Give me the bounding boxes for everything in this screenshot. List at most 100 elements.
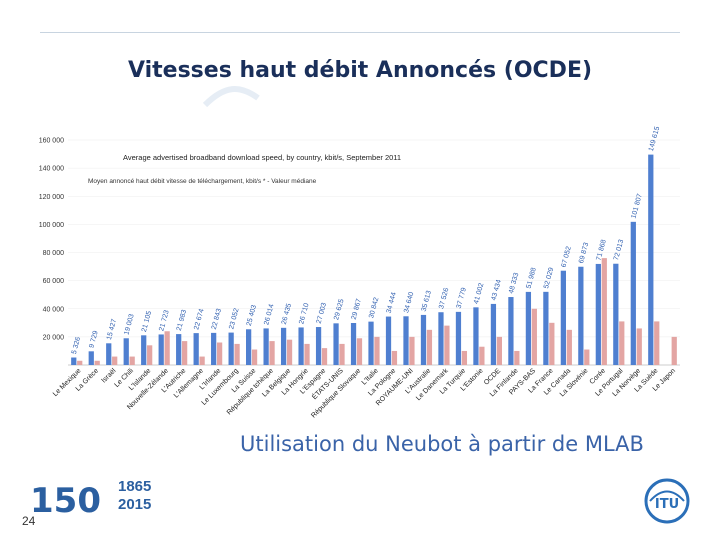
slide-title: Vitesses haut débit Annoncés (OCDE) <box>127 58 593 83</box>
slide-caption: Utilisation du Neubot à partir de MLAB <box>240 432 644 456</box>
bar-mean <box>176 334 182 365</box>
bar-data-label: 29 625 <box>333 298 345 321</box>
bar-data-label: 22 843 <box>211 308 223 331</box>
bar-mean <box>473 307 479 365</box>
y-tick-label: 60 000 <box>43 278 65 285</box>
bar-median <box>269 341 275 365</box>
bar-mean <box>455 311 462 365</box>
bar-mean <box>648 154 654 365</box>
bar-median <box>514 350 520 365</box>
bar-data-label: 72 013 <box>613 239 625 262</box>
bar-median <box>234 343 240 365</box>
bar-data-label: 34 640 <box>403 291 415 314</box>
bar-data-label: 26 435 <box>281 303 293 326</box>
bar-mean <box>88 351 94 365</box>
chart-legend: Moyen annoncé haut débit vitesse de télé… <box>88 178 317 185</box>
bar-mean <box>141 335 147 365</box>
bar-median <box>339 343 345 365</box>
bar-median <box>147 345 153 365</box>
bar-mean <box>403 316 409 365</box>
bar-data-label: 35 613 <box>421 290 433 313</box>
bar-data-label: 41 002 <box>473 282 485 305</box>
bar-median <box>374 336 380 365</box>
bar-median <box>164 331 170 365</box>
bar-mean <box>420 314 427 365</box>
bar-mean <box>123 338 129 365</box>
bar-mean <box>438 312 444 365</box>
bar-mean <box>71 357 77 365</box>
bar-data-label: 29 867 <box>351 298 363 321</box>
anniversary-year-start: 1865 <box>118 478 152 495</box>
bar-median <box>286 339 293 365</box>
y-tick-label: 160 000 <box>39 138 64 145</box>
bar-data-label: 52 029 <box>543 267 555 290</box>
bar-data-label: 37 779 <box>456 287 468 310</box>
bar-data-label: 19 003 <box>123 313 135 336</box>
y-tick-label: 100 000 <box>39 222 64 229</box>
bar-median <box>584 349 590 365</box>
bar-mean <box>263 328 269 365</box>
chart-gridlines <box>68 139 680 338</box>
bar-median <box>654 321 660 365</box>
top-rule <box>40 32 680 33</box>
bar-data-label: 101 807 <box>630 193 643 219</box>
bar-mean <box>368 321 374 365</box>
bar-mean <box>315 327 322 365</box>
slide-watermark-swoosh <box>202 86 260 108</box>
bar-data-label: 26 014 <box>263 303 275 326</box>
bar-data-label: 48 333 <box>508 272 520 295</box>
bar-mean <box>595 263 601 365</box>
bar-data-label: 43 434 <box>491 279 503 302</box>
bar-mean <box>298 327 304 365</box>
bar-data-label: 37 526 <box>438 287 450 310</box>
bar-median <box>216 342 223 365</box>
chart-title: Average advertised broadband download sp… <box>123 153 401 162</box>
bar-data-label: 21 983 <box>176 309 188 332</box>
bar-mean <box>228 332 234 365</box>
bar-mean <box>543 291 549 365</box>
bar-median <box>94 360 100 365</box>
bar-data-label: 30 842 <box>368 297 380 320</box>
bar-median <box>619 321 625 365</box>
y-tick-label: 140 000 <box>39 166 64 173</box>
bar-mean <box>613 263 619 365</box>
bar-median <box>321 348 328 365</box>
bar-mean <box>490 303 497 365</box>
bar-median <box>636 328 642 365</box>
bar-median <box>409 336 415 365</box>
bar-median <box>391 350 398 365</box>
bar-median <box>549 322 555 365</box>
bar-median <box>112 356 118 365</box>
bar-mean <box>211 332 217 365</box>
bar-mean <box>246 329 252 365</box>
anniversary-number: 150 <box>30 481 101 521</box>
bar-data-label: 27 003 <box>316 302 328 325</box>
y-axis: 20 000 40 000 60 000 80 000 100 000 120 000 14… <box>39 138 680 366</box>
bar-median <box>444 325 450 365</box>
anniversary-150-logo: 150 <box>30 481 101 521</box>
bar-mean <box>280 327 287 365</box>
bar-mean <box>106 343 112 365</box>
bar-data-label: 9 729 <box>88 330 99 349</box>
y-tick-label: 40 000 <box>43 306 65 313</box>
bar-median <box>199 356 205 365</box>
bar-median <box>601 258 607 365</box>
bar-data-label: 5 326 <box>71 336 82 355</box>
bar-data-label: 71 868 <box>596 239 608 262</box>
anniversary-year-end: 2015 <box>118 496 152 513</box>
bar-median <box>77 360 83 365</box>
bar-mean <box>158 334 164 365</box>
bar-data-label: 21 723 <box>158 309 170 332</box>
itu-logo: ITU <box>644 478 690 524</box>
bar-mean <box>333 323 339 365</box>
bar-median <box>182 341 188 365</box>
page-number: 24 <box>22 514 36 528</box>
bar-median <box>671 336 677 365</box>
bar-median <box>251 349 258 365</box>
bar-mean <box>508 297 514 365</box>
bar-median <box>356 338 363 365</box>
bar-median <box>304 343 310 365</box>
bar-mean <box>560 270 566 365</box>
